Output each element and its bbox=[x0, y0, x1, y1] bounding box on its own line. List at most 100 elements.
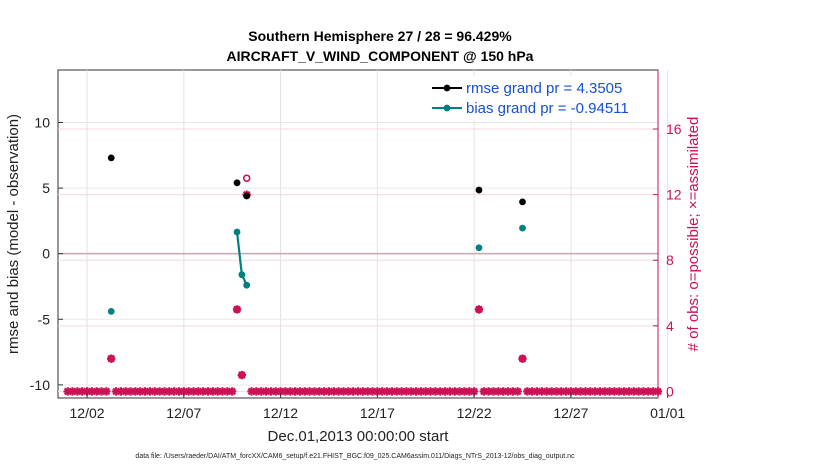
obs-assimilated-zero-marker bbox=[257, 387, 266, 396]
obs-assimilated-zero-marker bbox=[494, 387, 503, 396]
obs-assimilated-zero-marker bbox=[82, 387, 92, 396]
obs-assimilated-zero-marker bbox=[639, 387, 648, 396]
obs-assimilated-zero-marker bbox=[610, 387, 619, 396]
obs-assimilated-zero-marker bbox=[290, 387, 300, 396]
obs-assimilated-zero-marker bbox=[281, 387, 290, 396]
rmse-point bbox=[233, 179, 241, 187]
obs-assimilated-zero-marker bbox=[136, 387, 145, 396]
obs-assimilated-zero-marker bbox=[615, 387, 624, 396]
obs-assimilated-point bbox=[237, 370, 247, 380]
obs-assimilated-zero-marker bbox=[576, 387, 585, 396]
obs-assimilated-zero-marker bbox=[339, 387, 348, 396]
obs-assimilated-zero-marker bbox=[489, 387, 498, 396]
obs-assimilated-zero-marker bbox=[542, 387, 551, 396]
obs-assimilated-zero-marker bbox=[247, 387, 256, 396]
obs-assimilated-zero-marker bbox=[590, 387, 600, 396]
obs-assimilated-zero-marker bbox=[348, 387, 358, 396]
obs-assimilated-zero-marker bbox=[208, 387, 218, 396]
y-tick-label-left: 5 bbox=[42, 180, 50, 196]
bias-point bbox=[243, 281, 251, 289]
obs-assimilated-point bbox=[107, 354, 116, 363]
obs-assimilated-zero-marker bbox=[387, 387, 397, 396]
obs-assimilated-zero-marker bbox=[373, 387, 382, 396]
obs-assimilated-zero-marker bbox=[261, 387, 271, 396]
obs-assimilated-zero-marker bbox=[513, 387, 522, 396]
obs-assimilated-zero-marker bbox=[145, 387, 155, 396]
obs-assimilated-point bbox=[232, 305, 242, 314]
obs-assimilated-zero-marker bbox=[160, 387, 169, 396]
bias-layer bbox=[107, 224, 526, 315]
legend-bias-marker bbox=[443, 104, 451, 112]
obs-assimilated-zero-marker bbox=[218, 387, 227, 396]
obs-assimilated-zero-marker bbox=[436, 387, 445, 396]
obs-assimilated-point bbox=[518, 354, 527, 363]
plot-area bbox=[57, 69, 659, 399]
y-tick-label-left: 10 bbox=[34, 114, 50, 130]
y-tick-label-left: -5 bbox=[38, 311, 51, 327]
obs-assimilated-zero-marker bbox=[363, 387, 372, 396]
obs-assimilated-zero-marker bbox=[140, 387, 150, 396]
obs-assimilated-zero-marker bbox=[368, 387, 377, 396]
obs-assimilated-zero-marker bbox=[586, 387, 595, 396]
obs-assimilated-zero-marker bbox=[382, 387, 392, 396]
x-tick-label: 12/12 bbox=[263, 405, 298, 421]
footer-data-file: data file: /Users/raeder/DAI/ATM_forcXX/… bbox=[135, 453, 575, 460]
obs-assimilated-zero-marker bbox=[595, 387, 605, 396]
obs-assimilated-zero-marker bbox=[77, 387, 87, 396]
obs-assimilated-zero-marker bbox=[469, 387, 479, 396]
obs-assimilated-zero-marker bbox=[174, 387, 184, 396]
y-tick-label-right: 12 bbox=[666, 187, 682, 203]
obs-assimilated-zero-marker bbox=[552, 387, 561, 396]
y-axis-label-right: # of obs: o=possible; ×=assimilated bbox=[685, 117, 702, 352]
obs-assimilated-zero-marker bbox=[523, 387, 532, 396]
obs-possible-point bbox=[242, 174, 251, 183]
obs-assimilated-zero-marker bbox=[184, 387, 193, 396]
x-tick-label: 12/17 bbox=[360, 405, 395, 421]
obs-assimilated-zero-marker bbox=[484, 387, 493, 396]
obs-assimilated-zero-marker bbox=[344, 387, 353, 396]
rmse-layer bbox=[107, 154, 526, 206]
obs-assimilated-zero-marker bbox=[421, 387, 430, 396]
obs-assimilated-zero-marker bbox=[455, 387, 464, 396]
legend-rmse-marker bbox=[443, 84, 451, 92]
rmse-point bbox=[107, 154, 115, 162]
obs-assimilated-zero-marker bbox=[450, 387, 459, 396]
bias-point bbox=[233, 228, 241, 236]
obs-assimilated-zero-marker bbox=[223, 387, 232, 396]
obs-assimilated-zero-marker bbox=[407, 387, 416, 396]
obs-assimilated-zero-marker bbox=[431, 387, 440, 396]
obs-assimilated-zero-marker bbox=[532, 387, 542, 396]
obs-assimilated-zero-marker bbox=[150, 387, 159, 396]
obs-assimilated-zero-marker bbox=[600, 387, 609, 396]
obs-assimilated-zero-marker bbox=[479, 387, 489, 396]
obs-assimilated-zero-marker bbox=[498, 387, 508, 396]
x-tick-label: 01/01 bbox=[650, 405, 685, 421]
x-tick-label: 12/02 bbox=[70, 405, 105, 421]
obs-assimilated-zero-marker bbox=[310, 387, 319, 396]
obs-assimilated-zero-marker bbox=[537, 387, 547, 396]
obs-assimilated-zero-marker bbox=[155, 387, 164, 396]
y-tick-label-right: 4 bbox=[666, 318, 674, 334]
obs-assimilated-zero-marker bbox=[358, 387, 368, 396]
obs-assimilated-zero-marker bbox=[198, 387, 208, 396]
obs-assimilated-zero-marker bbox=[271, 387, 280, 396]
y-tick-label-right: 0 bbox=[666, 383, 674, 399]
y-axis-label-left: rmse and bias (model - observation) bbox=[5, 114, 22, 354]
obs-assimilated-zero-marker bbox=[571, 387, 580, 396]
obs-assimilated-zero-marker bbox=[426, 387, 435, 396]
obs-assimilated-zero-marker bbox=[169, 387, 179, 396]
obs-assimilated-zero-marker bbox=[324, 387, 334, 396]
obs-assimilated-zero-marker bbox=[624, 387, 634, 396]
obs-assimilated-point bbox=[474, 305, 484, 314]
obs-assimilated-zero-marker bbox=[566, 387, 576, 396]
chart-title-line1: Southern Hemisphere 27 / 28 = 96.429% bbox=[248, 28, 512, 44]
obs-assimilated-zero-marker bbox=[213, 387, 222, 396]
obs-assimilated-zero-marker bbox=[131, 387, 140, 396]
x-tick-label: 12/22 bbox=[457, 405, 492, 421]
obs-assimilated-zero-marker bbox=[266, 387, 276, 396]
obs-assimilated-zero-marker bbox=[402, 387, 411, 396]
obs-assimilated-zero-marker bbox=[547, 387, 556, 396]
bias-point bbox=[238, 271, 246, 279]
obs-assimilated-zero-marker bbox=[527, 387, 537, 396]
obs-assimilated-zero-marker bbox=[377, 387, 387, 396]
